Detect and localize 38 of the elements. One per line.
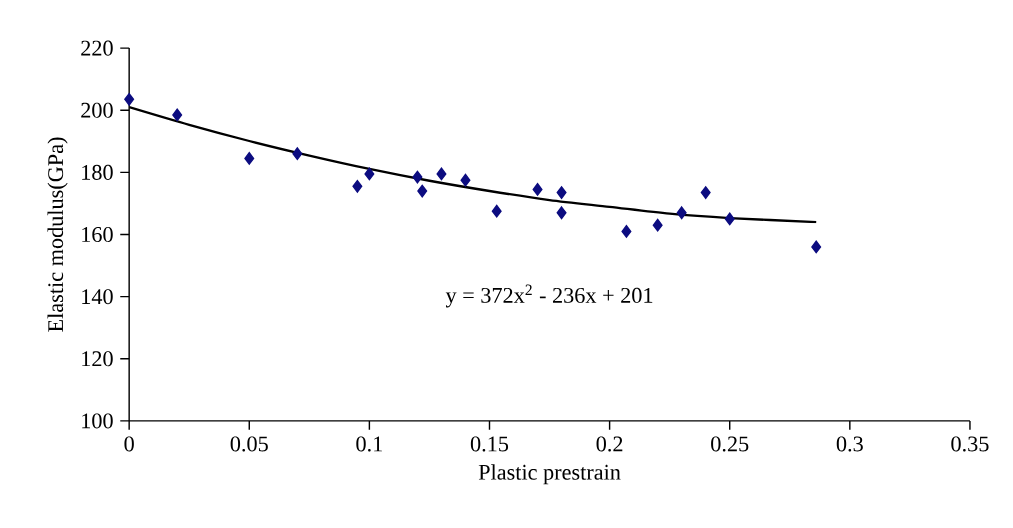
y-tick-label: 180 xyxy=(82,164,113,180)
x-tick-label: 0.3 xyxy=(836,436,863,452)
point xyxy=(436,167,447,181)
point xyxy=(621,225,632,238)
x-tick-label: 0.2 xyxy=(596,436,623,452)
y-tick-label: 100 xyxy=(82,413,113,429)
x-axis-title: Plastic prestrain xyxy=(478,464,621,485)
point xyxy=(652,218,663,232)
x-tick-label: 0.35 xyxy=(951,436,989,452)
y-tick-label: 220 xyxy=(81,40,113,56)
point xyxy=(364,167,375,181)
point xyxy=(532,183,543,196)
point xyxy=(491,204,502,218)
point xyxy=(412,170,423,184)
x-tick-label: 0.25 xyxy=(711,436,749,452)
x-tick-label: 0.05 xyxy=(230,436,268,452)
point xyxy=(352,180,363,193)
point xyxy=(700,186,711,200)
point xyxy=(556,186,567,200)
y-tick-label: 160 xyxy=(82,227,113,243)
point xyxy=(724,212,735,226)
y-axis-title: Elastic modulus(GPa) xyxy=(47,137,68,332)
point xyxy=(172,108,183,122)
point xyxy=(676,206,687,220)
point xyxy=(811,240,822,254)
y-tick-label: 120 xyxy=(82,351,113,367)
x-tick-label: 0.1 xyxy=(356,436,382,452)
point xyxy=(417,184,428,198)
x-tick-label: 0.15 xyxy=(470,436,509,452)
annotation: y = 372x$^{2}$ - 236x + 201 xyxy=(445,284,653,308)
point xyxy=(292,147,303,161)
x-tick-label: 0 xyxy=(124,436,134,452)
y-tick-label: 200 xyxy=(81,102,113,118)
point xyxy=(244,152,255,165)
point xyxy=(460,173,471,187)
y-tick-label: 140 xyxy=(82,289,113,305)
point xyxy=(124,93,135,106)
point xyxy=(556,206,567,220)
